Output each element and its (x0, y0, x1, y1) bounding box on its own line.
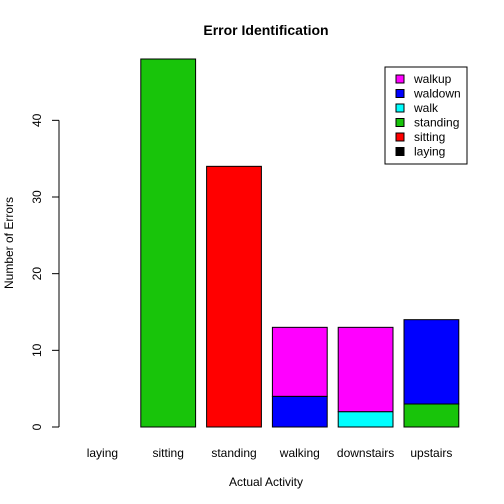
bar-downstairs-walkup (337, 326, 394, 413)
legend-swatch-laying (395, 147, 405, 156)
bar-standing-sitting (206, 165, 262, 428)
y-tick-label: 30 (30, 190, 44, 204)
y-tick-label: 40 (30, 113, 44, 127)
bar-sitting-standing (140, 58, 197, 428)
legend-label-standing: standing (414, 116, 459, 130)
legend-swatch-walkup (395, 74, 405, 84)
legend-label-walk: walk (413, 101, 439, 115)
chart-title: Error Identification (203, 22, 328, 38)
x-tick-label-walking: walking (279, 446, 320, 460)
legend-swatch-walk (395, 103, 405, 113)
x-axis-tick-labels: laying sitting standing walking downstairs up… (87, 446, 453, 460)
bar-upstairs-standing (403, 403, 460, 428)
x-tick-label-standing: standing (211, 446, 256, 460)
bars (140, 58, 460, 428)
y-tick-label: 10 (30, 343, 44, 357)
bar-upstairs-waldown (403, 319, 460, 405)
legend-label-laying: laying (414, 145, 445, 159)
legend-swatch-sitting (395, 132, 405, 142)
legend-label-sitting: sitting (414, 130, 445, 144)
x-tick-label-upstairs: upstairs (410, 446, 452, 460)
y-axis: 0 10 20 30 40 (30, 113, 60, 430)
legend-swatch-standing (395, 118, 405, 127)
x-tick-label-downstairs: downstairs (337, 446, 394, 460)
y-tick-label: 0 (30, 423, 44, 430)
legend-swatch-waldown (395, 89, 405, 98)
legend-label-waldown: waldown (413, 87, 461, 101)
bar-walking-walkup (271, 326, 328, 397)
y-axis-label: Number of Errors (2, 197, 16, 289)
x-axis-label: Actual Activity (229, 475, 303, 489)
x-tick-label-laying: laying (87, 446, 118, 460)
y-tick-label: 20 (30, 267, 44, 281)
bar-walking-waldown (271, 395, 328, 428)
legend-label-walkup: walkup (413, 72, 452, 86)
bar-downstairs-walk (337, 411, 394, 428)
x-tick-label-sitting: sitting (153, 446, 184, 460)
